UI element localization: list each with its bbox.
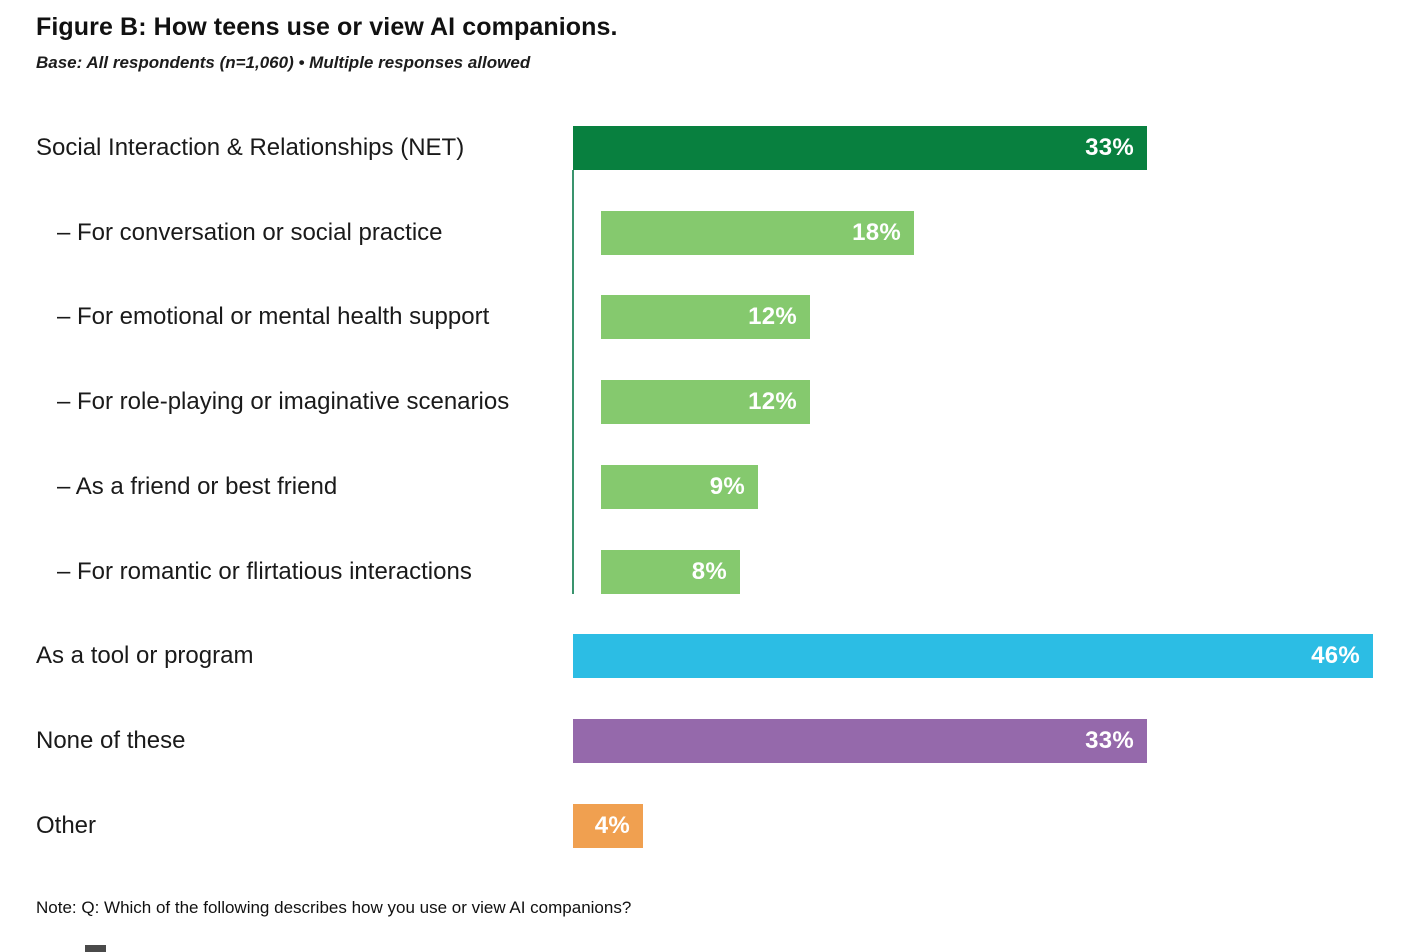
value-label: 8% — [691, 558, 727, 585]
bar: 12% — [601, 380, 810, 424]
category-label: Other — [36, 812, 97, 839]
value-label: 33% — [1085, 134, 1134, 161]
value-label: 46% — [1311, 642, 1360, 669]
category-label: None of these — [36, 727, 186, 754]
value-label: 33% — [1085, 727, 1134, 754]
bar: 8% — [601, 550, 740, 594]
value-label: 4% — [594, 812, 630, 839]
bar: 46% — [573, 634, 1373, 678]
bar: 33% — [573, 126, 1147, 170]
figure-note: Note: Q: Which of the following describe… — [36, 898, 632, 917]
bar: 12% — [601, 295, 810, 339]
category-label: Social Interaction & Relationships (NET) — [36, 134, 465, 161]
category-label: – As a friend or best friend — [57, 473, 338, 500]
value-label: 18% — [852, 219, 901, 246]
category-label: – For romantic or flirtatious interactio… — [57, 558, 472, 585]
cutoff-footer-mark — [85, 945, 106, 952]
bar: 4% — [573, 804, 643, 848]
category-label: – For role-playing or imaginative scenar… — [57, 388, 510, 415]
category-label: As a tool or program — [36, 642, 254, 669]
figure-subtitle: Base: All respondents (n=1,060) • Multip… — [36, 53, 531, 72]
bar: 18% — [601, 211, 914, 255]
category-label: – For emotional or mental health support — [57, 303, 490, 330]
figure-title: Figure B: How teens use or view AI compa… — [36, 13, 618, 41]
value-label: 12% — [748, 388, 797, 415]
category-label: – For conversation or social practice — [57, 219, 443, 246]
value-label: 12% — [748, 303, 797, 330]
bar: 9% — [601, 465, 758, 509]
value-label: 9% — [709, 473, 745, 500]
bar: 33% — [573, 719, 1147, 763]
net-connector-line — [572, 170, 574, 594]
